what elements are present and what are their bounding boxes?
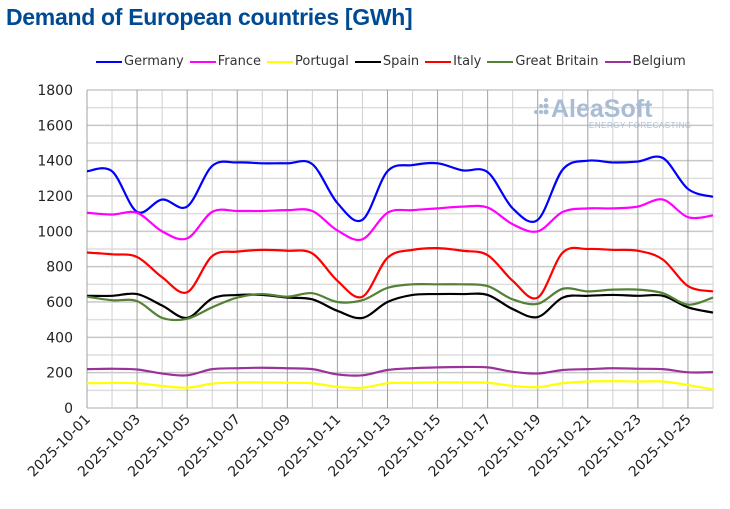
legend-label: Belgium [632, 54, 686, 69]
watermark-tagline: ENERGY FORECASTING [589, 121, 692, 130]
y-tick-label: 1600 [37, 118, 73, 134]
legend: Germany France Portugal Spain Italy Great Bri… [96, 54, 686, 69]
legend-swatch [604, 60, 631, 63]
legend-item-italy: Italy [425, 54, 481, 69]
legend-label: Portugal [295, 54, 349, 69]
legend-swatch [354, 60, 381, 63]
legend-item-france: France [189, 54, 261, 69]
series-line-belgium [86, 365, 714, 377]
y-tick-label: 200 [46, 366, 73, 382]
series-line-italy [86, 246, 714, 300]
series-line-germany [86, 155, 714, 223]
chart-title: Demand of European countries [GWh] [6, 4, 413, 30]
legend-swatch [487, 60, 514, 63]
watermark-logo: AleaSoft ENERGY FORECASTING [534, 95, 692, 130]
legend-label: Spain [382, 54, 420, 69]
watermark-brand: AleaSoft [551, 95, 653, 123]
legend-label: France [217, 54, 261, 69]
watermark-dots-icon [534, 98, 549, 115]
legend-item-portugal: Portugal [267, 54, 349, 69]
series-lines [86, 155, 714, 391]
legend-label: Great Britain [515, 54, 599, 69]
legend-label: Italy [453, 54, 482, 69]
y-tick-label: 600 [46, 295, 73, 311]
legend-swatch [96, 60, 122, 63]
legend-item-great-britain: Great Britain [487, 54, 599, 69]
x-axis: 2025-10-012025-10-032025-10-052025-10-07… [25, 412, 695, 481]
legend-swatch [189, 60, 216, 63]
legend-item-spain: Spain [354, 54, 420, 69]
y-tick-label: 0 [64, 401, 73, 417]
series-line-spain [86, 292, 714, 320]
series-line-great-britain [86, 282, 714, 322]
y-tick-label: 1400 [37, 154, 73, 170]
legend-label: Germany [124, 54, 184, 69]
legend-swatch [267, 60, 293, 63]
series-line-france [86, 198, 714, 242]
legend-item-belgium: Belgium [604, 54, 686, 69]
y-tick-label: 1000 [37, 224, 73, 240]
y-tick-label: 1800 [37, 83, 73, 99]
y-tick-label: 1200 [37, 189, 73, 205]
series-line-portugal [86, 380, 714, 391]
legend-swatch [425, 60, 452, 63]
y-axis: 0 200 400 600 800 1000 1200 1400 1600 1800 [37, 83, 73, 417]
y-tick-label: 400 [46, 330, 73, 346]
legend-item-germany: Germany [96, 54, 184, 69]
y-tick-label: 800 [46, 260, 73, 276]
